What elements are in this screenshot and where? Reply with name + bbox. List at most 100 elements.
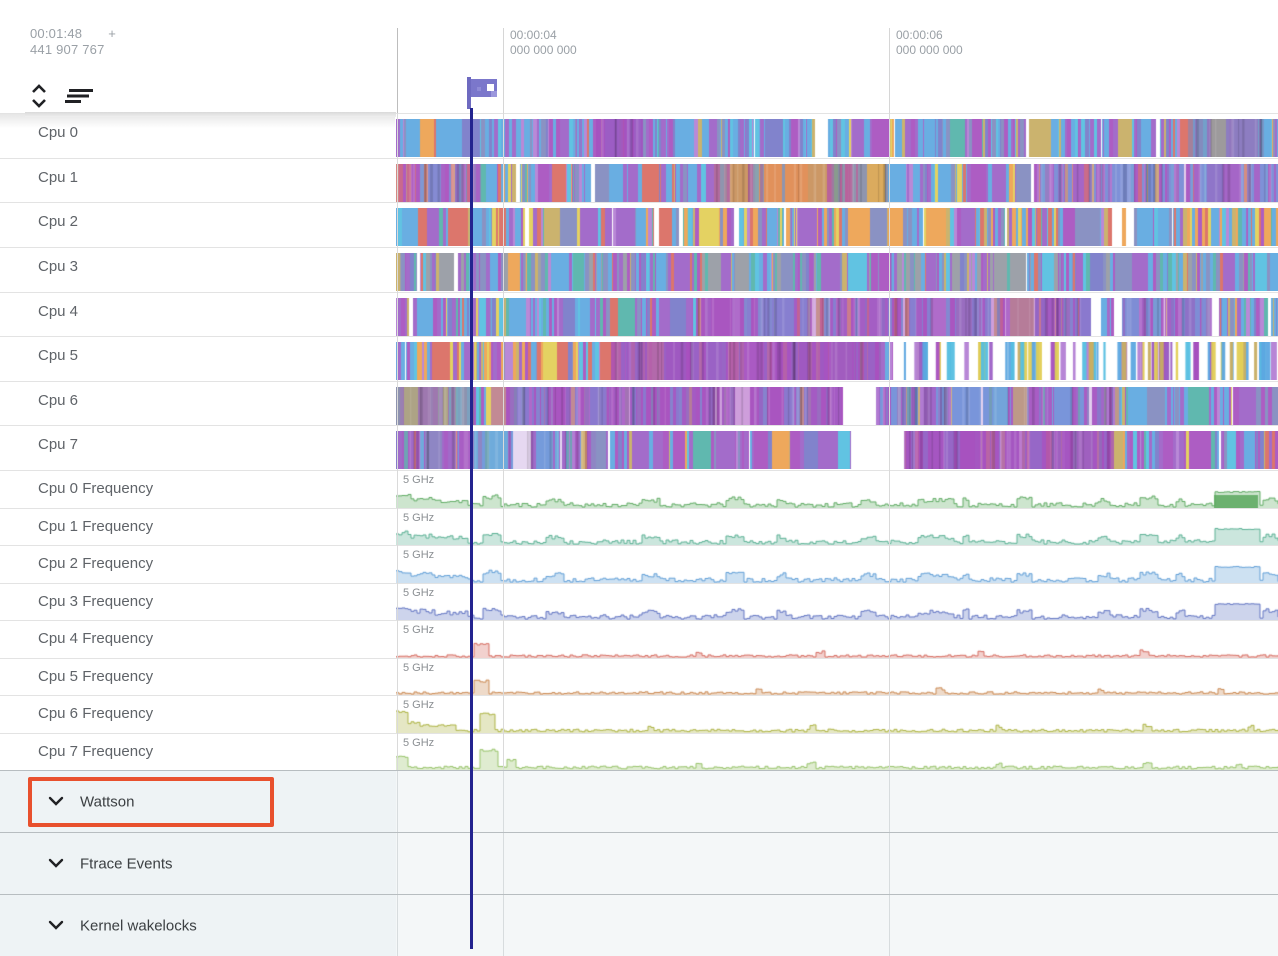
section-header-ftrace-events[interactable]: Ftrace Events xyxy=(0,832,1278,894)
cpu-track-row: Cpu 4 xyxy=(0,291,1278,337)
freq-track-canvas[interactable] xyxy=(396,621,1278,658)
freq-scale-label: 5 GHz xyxy=(403,511,435,524)
freq-track-canvas[interactable] xyxy=(396,509,1278,545)
section-track-area xyxy=(396,833,1278,894)
flag-marker[interactable] xyxy=(467,77,501,109)
freq-track-canvas[interactable] xyxy=(396,584,1278,620)
track-label-cell: Cpu 2 Frequency xyxy=(0,546,395,583)
track-label: Cpu 6 xyxy=(38,391,79,409)
cpu-track-row: Cpu 1 xyxy=(0,157,1278,203)
gridline xyxy=(503,895,504,956)
freq-track-area: 5 GHz xyxy=(396,509,1278,545)
freq-scale-label: 5 GHz xyxy=(403,474,435,486)
cpu-frequency-track-row: 5 GHz Cpu 7 Frequency xyxy=(0,732,1278,770)
track-label-cell: Cpu 1 xyxy=(0,158,395,203)
gridline xyxy=(889,771,890,832)
freq-track-canvas[interactable] xyxy=(396,696,1278,733)
freq-track-canvas[interactable] xyxy=(396,546,1278,583)
track-label: Cpu 2 Frequency xyxy=(38,555,154,573)
cpu-track-row: Cpu 7 xyxy=(0,425,1278,470)
cpu-track-row: Cpu 0 xyxy=(0,113,1278,158)
gridline xyxy=(397,833,398,894)
sched-track-canvas[interactable] xyxy=(396,342,1278,381)
cpu-track-area xyxy=(396,248,1278,292)
time-tick-line xyxy=(503,28,504,113)
track-label-cell: Cpu 2 xyxy=(0,203,395,247)
freq-scale-label: 5 GHz xyxy=(403,549,435,561)
cursor-time-text: 00:01:48 xyxy=(30,26,83,41)
track-label-cell: Cpu 4 xyxy=(0,292,395,337)
section-label: Ftrace Events xyxy=(80,855,173,872)
sort-tracks-button[interactable] xyxy=(62,86,96,109)
track-label: Cpu 0 xyxy=(38,124,79,141)
timeline-cursor-line[interactable] xyxy=(470,108,473,949)
track-label-cell: Cpu 3 xyxy=(0,247,395,292)
cpu-frequency-track-row: 5 GHz Cpu 0 Frequency xyxy=(0,470,1278,508)
cpu-frequency-track-row: 5 GHz Cpu 5 Frequency xyxy=(0,657,1278,695)
selection-highlight-box xyxy=(28,777,274,827)
section-label: Wattson xyxy=(80,793,135,810)
sched-track-canvas[interactable] xyxy=(396,163,1278,202)
cpu-track-area xyxy=(396,114,1278,158)
gridline xyxy=(397,895,398,956)
cpu-track-row: Cpu 3 xyxy=(0,246,1278,292)
cpu-frequency-track-row: 5 GHz Cpu 1 Frequency xyxy=(0,507,1278,545)
freq-track-canvas[interactable] xyxy=(396,659,1278,695)
track-label-cell: Cpu 5 xyxy=(0,337,395,381)
sched-track-canvas[interactable] xyxy=(396,119,1278,157)
expand-collapse-all-button[interactable] xyxy=(28,82,50,113)
freq-track-area: 5 GHz xyxy=(396,584,1278,620)
gridline xyxy=(503,833,504,894)
cpu-track-row: Cpu 2 xyxy=(0,202,1278,247)
time-tick-label: 00:00:04 000 000 000 xyxy=(510,28,577,57)
cursor-timestamp: 00:01:48 + xyxy=(30,26,116,41)
freq-track-area: 5 GHz xyxy=(396,471,1278,508)
cpu-frequency-track-row: 5 GHz Cpu 3 Frequency xyxy=(0,582,1278,620)
section-track-area xyxy=(396,895,1278,956)
cpu-track-area xyxy=(396,203,1278,247)
track-label-cell: Cpu 7 Frequency xyxy=(0,733,395,770)
chevron-down-icon xyxy=(48,855,64,873)
freq-scale-label: 5 GHz xyxy=(403,624,435,636)
track-label: Cpu 6 Frequency xyxy=(38,705,154,723)
freq-scale-label: 5 GHz xyxy=(403,699,435,711)
track-label: Cpu 1 xyxy=(38,168,79,186)
track-label-cell: Cpu 1 Frequency xyxy=(0,508,395,545)
sched-track-canvas[interactable] xyxy=(396,252,1278,291)
gridline xyxy=(503,113,504,770)
sched-track-canvas[interactable] xyxy=(396,386,1278,425)
section-header-kernel-wakelocks[interactable]: Kernel wakelocks xyxy=(0,894,1278,956)
cursor-time-plus: + xyxy=(108,26,117,41)
gridline xyxy=(503,771,504,832)
track-label: Cpu 4 xyxy=(38,302,79,320)
freq-track-canvas[interactable] xyxy=(396,471,1278,508)
track-label: Cpu 5 Frequency xyxy=(38,667,154,685)
flag-marker-icon xyxy=(467,77,497,109)
gridline xyxy=(889,833,890,894)
sched-track-canvas[interactable] xyxy=(396,208,1278,247)
freq-track-canvas[interactable] xyxy=(396,734,1278,770)
sort-tracks-icon xyxy=(65,89,93,103)
track-label-cell: Cpu 6 xyxy=(0,381,395,426)
timeline-header: 00:01:48 + 441 907 767 00:00:04 000 000 0… xyxy=(0,0,1278,113)
track-label: Cpu 0 Frequency xyxy=(38,480,154,498)
freq-track-area: 5 GHz xyxy=(396,546,1278,583)
cpu-track-row: Cpu 5 xyxy=(0,336,1278,381)
freq-track-area: 5 GHz xyxy=(396,734,1278,770)
section-header-wattson[interactable]: Wattson xyxy=(0,770,1278,832)
freq-scale-label: 5 GHz xyxy=(403,586,435,599)
time-tick-label: 00:00:06 000 000 000 xyxy=(896,28,963,57)
track-label: Cpu 5 xyxy=(38,347,79,365)
sched-track-canvas[interactable] xyxy=(396,431,1278,470)
section-label: Kernel wakelocks xyxy=(80,917,197,934)
track-label-cell: Cpu 4 Frequency xyxy=(0,621,395,658)
track-label: Cpu 7 xyxy=(38,436,79,454)
gridline xyxy=(889,113,890,770)
freq-scale-label: 5 GHz xyxy=(403,661,435,674)
track-label-cell: Cpu 5 Frequency xyxy=(0,658,395,695)
sched-track-canvas[interactable] xyxy=(396,297,1278,336)
track-label-cell: Cpu 6 Frequency xyxy=(0,696,395,733)
cpu-track-area xyxy=(396,382,1278,426)
unfold-more-icon xyxy=(32,84,46,108)
